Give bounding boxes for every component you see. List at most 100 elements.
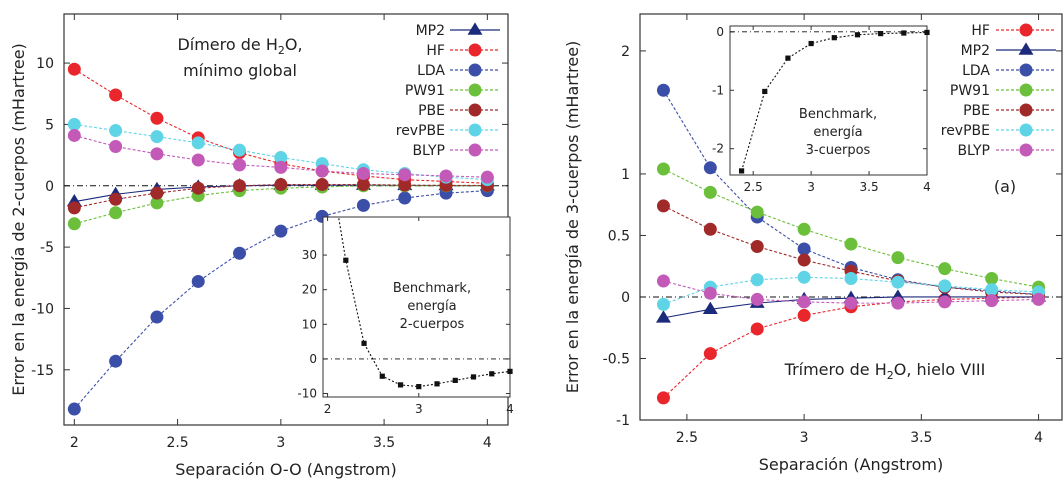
- inset-x-tick-label: 4: [923, 180, 931, 194]
- data-point-PBE: [315, 178, 329, 192]
- inset-data-point: [343, 257, 349, 263]
- data-point-PBE: [67, 201, 81, 215]
- data-point-PBE: [233, 179, 247, 193]
- data-point-BLYP: [191, 153, 205, 167]
- inset-x-tick-label: 2: [324, 402, 332, 416]
- data-point-PBE: [750, 240, 764, 254]
- data-point-LDA: [109, 354, 123, 368]
- legend-label-HF: HF: [971, 23, 990, 39]
- data-point-HF: [150, 111, 164, 125]
- data-point-LDA: [797, 242, 811, 256]
- inset-y-tick-label: 10: [302, 317, 317, 331]
- data-point-HF: [109, 88, 123, 102]
- inset-series-line: [338, 217, 510, 388]
- inset-y-tick-label: -2: [712, 142, 724, 156]
- inset-data-point: [379, 373, 385, 379]
- inset-data-point: [924, 29, 930, 36]
- data-point-BLYP: [797, 295, 811, 309]
- data-point-PW91: [797, 222, 811, 236]
- y-tick-label: -10: [31, 301, 54, 317]
- inset-x-tick-label: 4: [506, 402, 514, 416]
- data-point-revPBE: [656, 297, 670, 311]
- data-point-PBE: [398, 178, 412, 192]
- x-tick-label: 3.5: [373, 435, 395, 451]
- data-point-LDA: [150, 310, 164, 324]
- data-point-MP2: [655, 310, 671, 323]
- data-point-revPBE: [150, 130, 164, 144]
- inset-data-point: [470, 374, 477, 380]
- data-point-BLYP: [1032, 292, 1046, 306]
- inset-annotation: energía: [407, 299, 456, 314]
- inset-data-point: [434, 381, 440, 387]
- legend-label-PW91: PW91: [950, 83, 990, 99]
- data-point-PBE: [150, 186, 164, 200]
- inset-annotation: Benchmark,: [393, 281, 471, 296]
- y-tick-label: 0.5: [608, 228, 630, 244]
- inset-series-line: [741, 31, 927, 172]
- data-point-BLYP: [480, 170, 494, 184]
- legend-marker-BLYP: [468, 143, 482, 157]
- data-point-PW91: [150, 196, 164, 210]
- inset-y-tick-label: 30: [302, 248, 317, 262]
- legend-label-revPBE: revPBE: [941, 123, 990, 139]
- data-point-BLYP: [656, 274, 670, 288]
- y-tick-label: -5: [40, 240, 54, 256]
- chart-annotation: Trímero de H2O, hielo VIII: [784, 360, 986, 382]
- inset-data-point: [397, 382, 404, 388]
- legend-label-LDA: LDA: [417, 63, 445, 79]
- legend-marker-PW91: [468, 83, 482, 97]
- series-line-HF: [74, 68, 488, 184]
- y-tick-label: 5: [45, 117, 54, 133]
- data-point-HF: [67, 62, 81, 76]
- data-point-PBE: [356, 178, 370, 192]
- x-axis-label: Separación O-O (Angstrom): [175, 460, 396, 479]
- plot-frame: [639, 13, 1063, 421]
- data-point-PBE: [703, 222, 717, 236]
- inset-y-tick-label: -1: [712, 83, 724, 97]
- inset-data-point: [901, 30, 907, 36]
- y-axis-label: Error en la energía de 2-cuerpos (mHartr…: [9, 43, 28, 396]
- x-tick-label: 4: [1034, 430, 1043, 446]
- inset-y-tick-label: -10: [297, 387, 317, 401]
- legend-label-BLYP: BLYP: [957, 143, 990, 159]
- legend-label-BLYP: BLYP: [412, 143, 445, 159]
- legend-marker-PBE: [1019, 103, 1033, 117]
- legend-label-MP2: MP2: [961, 43, 990, 59]
- inset-data-point: [489, 371, 495, 377]
- data-point-PW91: [985, 272, 999, 286]
- legend-label-MP2: MP2: [416, 23, 445, 39]
- legend-marker-MP2: [1018, 42, 1034, 55]
- data-point-PBE: [274, 178, 288, 192]
- data-point-BLYP: [938, 295, 952, 309]
- x-tick-label: 2.5: [676, 430, 698, 446]
- inset-frame: [729, 25, 928, 176]
- data-point-BLYP: [439, 169, 453, 183]
- y-tick-label: 1: [621, 167, 630, 183]
- data-point-LDA: [67, 402, 81, 416]
- inset-data-point: [762, 88, 768, 95]
- y-tick-label: -15: [31, 363, 54, 379]
- data-point-revPBE: [109, 124, 123, 138]
- legend-marker-revPBE: [1019, 123, 1033, 137]
- data-point-HF: [797, 308, 811, 322]
- data-point-BLYP: [750, 292, 764, 306]
- legend-marker-PW91: [1019, 83, 1033, 97]
- data-point-PW91: [938, 262, 952, 276]
- legend-label-revPBE: revPBE: [396, 123, 445, 139]
- legend-label-PW91: PW91: [405, 83, 445, 99]
- data-point-PW91: [750, 205, 764, 219]
- chart-annotation: mínimo global: [183, 61, 297, 80]
- inset-x-tick-label: 3: [415, 402, 423, 416]
- data-point-HF: [750, 322, 764, 336]
- chart-left-two-body: 2 2.5 3 3.5 4 -15 -10 -5 0 5 10 Separación O-O (Ang…: [9, 13, 514, 479]
- data-point-PW91: [891, 251, 905, 265]
- y-tick-label: -1: [616, 413, 630, 429]
- inset-data-point: [738, 168, 745, 174]
- data-point-LDA: [656, 83, 670, 97]
- data-point-MP2: [702, 301, 718, 314]
- data-point-BLYP: [315, 164, 329, 178]
- y-tick-label: 2: [621, 44, 630, 60]
- data-point-revPBE: [797, 270, 811, 284]
- data-point-HF: [703, 347, 717, 361]
